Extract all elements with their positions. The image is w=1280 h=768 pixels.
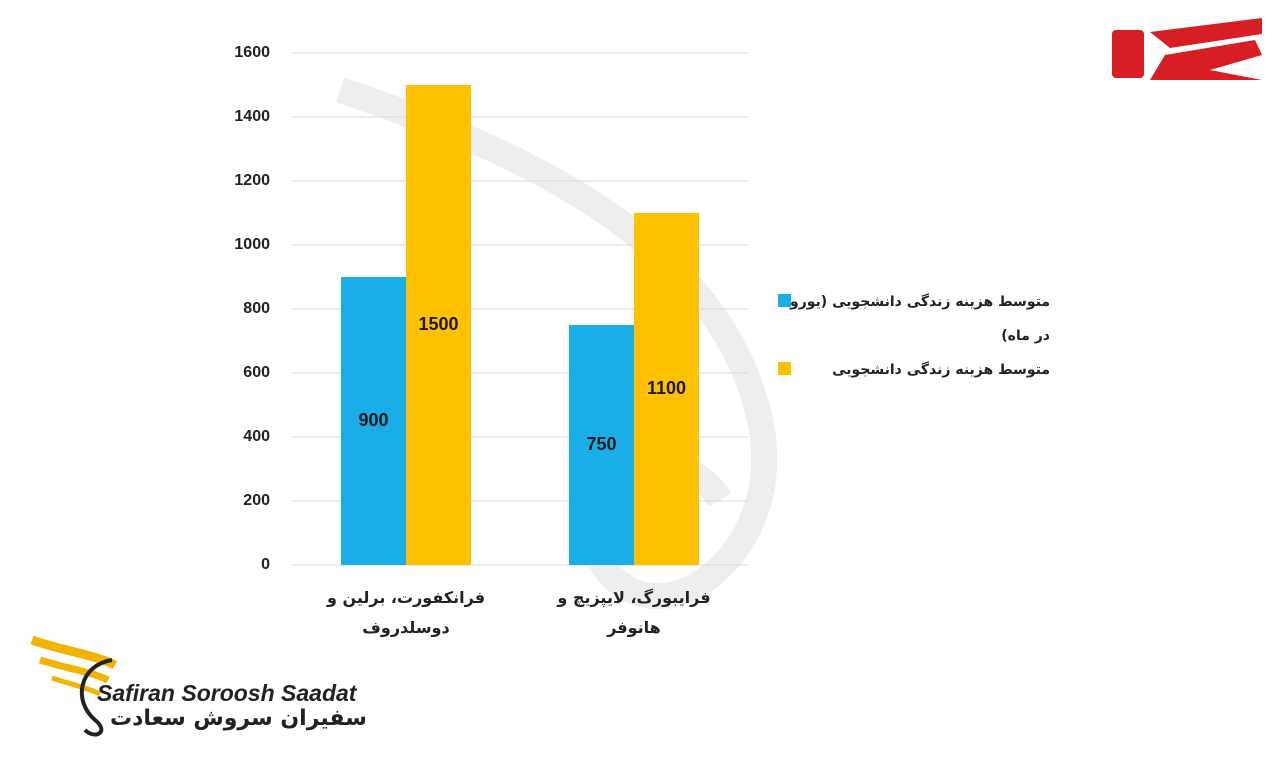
legend: متوسط هزینه زندگی دانشجویی (یورو در ماه)… bbox=[770, 285, 1070, 387]
brand-name-en: Safiran Soroosh Saadat bbox=[97, 680, 357, 706]
legend-label: متوسط هزینه زندگی دانشجویی (یورو در ماه) bbox=[790, 294, 1050, 344]
y-tick-label: 200 bbox=[243, 492, 270, 509]
data-label: 1500 bbox=[418, 314, 458, 334]
bar bbox=[341, 277, 406, 565]
legend-swatch bbox=[778, 362, 791, 375]
y-tick-label: 800 bbox=[243, 300, 270, 317]
legend-label: متوسط هزینه زندگی دانشجویی bbox=[832, 362, 1050, 378]
news-logo bbox=[1112, 18, 1262, 80]
legend-swatch bbox=[778, 294, 791, 307]
y-tick-label: 0 bbox=[261, 556, 270, 573]
brand-name-fa: سفیران سروش سعادت bbox=[110, 706, 367, 731]
bar bbox=[406, 85, 471, 565]
x-tick-label: فرایبورگ، لایپزیچ و هانوفر bbox=[557, 588, 711, 637]
data-label: 750 bbox=[586, 434, 616, 454]
x-tick-label: فرانکفورت، برلین و دوسلدروف bbox=[326, 588, 486, 637]
y-tick-label: 1600 bbox=[234, 44, 270, 61]
y-tick-label: 1200 bbox=[234, 172, 270, 189]
y-tick-label: 400 bbox=[243, 428, 270, 445]
legend-item: متوسط هزینه زندگی دانشجویی (یورو در ماه) bbox=[770, 285, 1050, 353]
bar bbox=[634, 213, 699, 565]
data-label: 900 bbox=[358, 410, 388, 430]
y-tick-label: 600 bbox=[243, 364, 270, 381]
y-tick-label: 1000 bbox=[234, 236, 270, 253]
legend-item: متوسط هزینه زندگی دانشجویی bbox=[770, 353, 1050, 387]
brand-logo bbox=[30, 635, 118, 737]
data-label: 1100 bbox=[647, 378, 686, 398]
bar bbox=[569, 325, 634, 565]
y-tick-label: 1400 bbox=[234, 108, 270, 125]
